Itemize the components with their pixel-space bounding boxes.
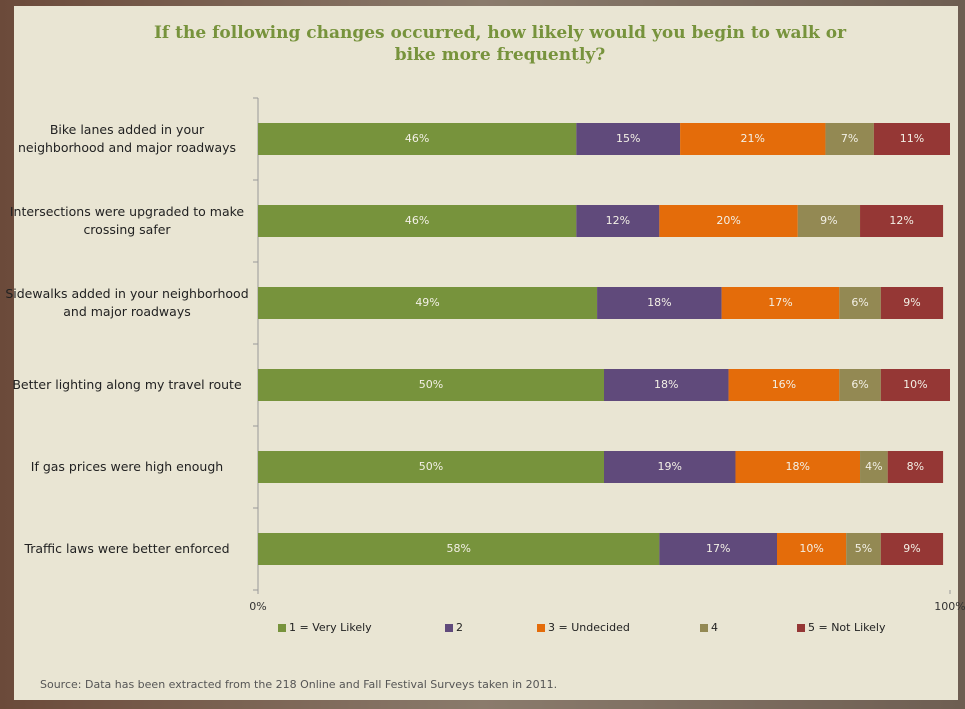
- value-label: 50%: [419, 460, 443, 473]
- legend-swatch: [700, 624, 708, 632]
- bar-segment: [258, 205, 577, 237]
- legend-label: 2: [456, 621, 463, 634]
- value-label: 11%: [900, 132, 924, 145]
- bar-segment: [880, 533, 944, 565]
- value-label: 21%: [741, 132, 765, 145]
- bar-segment: [880, 369, 950, 401]
- bar-segment: [721, 287, 840, 319]
- value-label: 12%: [606, 214, 630, 227]
- value-label: 9%: [903, 542, 920, 555]
- value-label: 20%: [716, 214, 740, 227]
- value-label: 12%: [889, 214, 913, 227]
- x-tick-label: 0%: [249, 600, 266, 613]
- value-label: 8%: [907, 460, 924, 473]
- legend-swatch: [445, 624, 453, 632]
- bar-segment: [860, 451, 888, 483]
- source-note: Source: Data has been extracted from the…: [40, 678, 558, 691]
- bar-segment: [846, 533, 881, 565]
- category-label: Bike lanes added in your neighborhood an…: [17, 122, 237, 155]
- value-label: 50%: [419, 378, 443, 391]
- value-label: 10%: [799, 542, 823, 555]
- bar-segment: [258, 369, 604, 401]
- legend-label: 1 = Very Likely: [289, 621, 372, 634]
- bar-segment: [839, 369, 881, 401]
- value-label: 4%: [865, 460, 882, 473]
- value-label: 19%: [658, 460, 682, 473]
- value-label: 49%: [415, 296, 439, 309]
- value-label: 5%: [855, 542, 872, 555]
- bar-segment: [576, 123, 681, 155]
- bar-segment: [680, 123, 826, 155]
- value-label: 10%: [903, 378, 927, 391]
- bar-segment: [258, 451, 604, 483]
- legend-swatch: [278, 624, 286, 632]
- bar-segment: [258, 123, 577, 155]
- value-label: 6%: [851, 296, 868, 309]
- chart-panel: [14, 6, 958, 700]
- bar-segment: [659, 205, 798, 237]
- bar-segment: [604, 369, 729, 401]
- bar-segment: [860, 205, 944, 237]
- bar-segment: [880, 287, 944, 319]
- chart-title: If the following changes occurred, how l…: [153, 23, 847, 65]
- value-label: 9%: [903, 296, 920, 309]
- bar-segment: [576, 205, 660, 237]
- legend-swatch: [797, 624, 805, 632]
- bar-segment: [258, 533, 660, 565]
- bar-segment: [887, 451, 944, 483]
- value-label: 9%: [820, 214, 837, 227]
- legend-label: 3 = Undecided: [548, 621, 630, 634]
- value-label: 18%: [786, 460, 810, 473]
- x-tick-label: 100%: [934, 600, 965, 613]
- value-label: 15%: [616, 132, 640, 145]
- bar-segment: [659, 533, 777, 565]
- value-label: 18%: [647, 296, 671, 309]
- bar-segment: [873, 123, 950, 155]
- bar-segment: [258, 287, 598, 319]
- bar-segment: [825, 123, 874, 155]
- category-label: Traffic laws were better enforced: [24, 541, 230, 556]
- legend-label: 4: [711, 621, 718, 634]
- legend-label: 5 = Not Likely: [808, 621, 886, 634]
- bar-segment: [597, 287, 722, 319]
- value-label: 7%: [841, 132, 858, 145]
- value-label: 46%: [405, 214, 429, 227]
- value-label: 18%: [654, 378, 678, 391]
- bar-segment: [839, 287, 881, 319]
- value-label: 16%: [772, 378, 796, 391]
- bar-segment: [797, 205, 861, 237]
- value-label: 58%: [446, 542, 470, 555]
- value-label: 46%: [405, 132, 429, 145]
- bar-segment: [735, 451, 861, 483]
- category-label: Better lighting along my travel route: [12, 377, 242, 392]
- category-label: If gas prices were high enough: [30, 459, 224, 474]
- bar-segment: [777, 533, 847, 565]
- value-label: 17%: [706, 542, 730, 555]
- value-label: 17%: [768, 296, 792, 309]
- category-label: Intersections were upgraded to make cros…: [9, 204, 245, 237]
- value-label: 6%: [851, 378, 868, 391]
- legend-swatch: [537, 624, 545, 632]
- category-label: Sidewalks added in your neighborhood and…: [5, 286, 249, 319]
- bar-segment: [604, 451, 736, 483]
- bar-segment: [728, 369, 840, 401]
